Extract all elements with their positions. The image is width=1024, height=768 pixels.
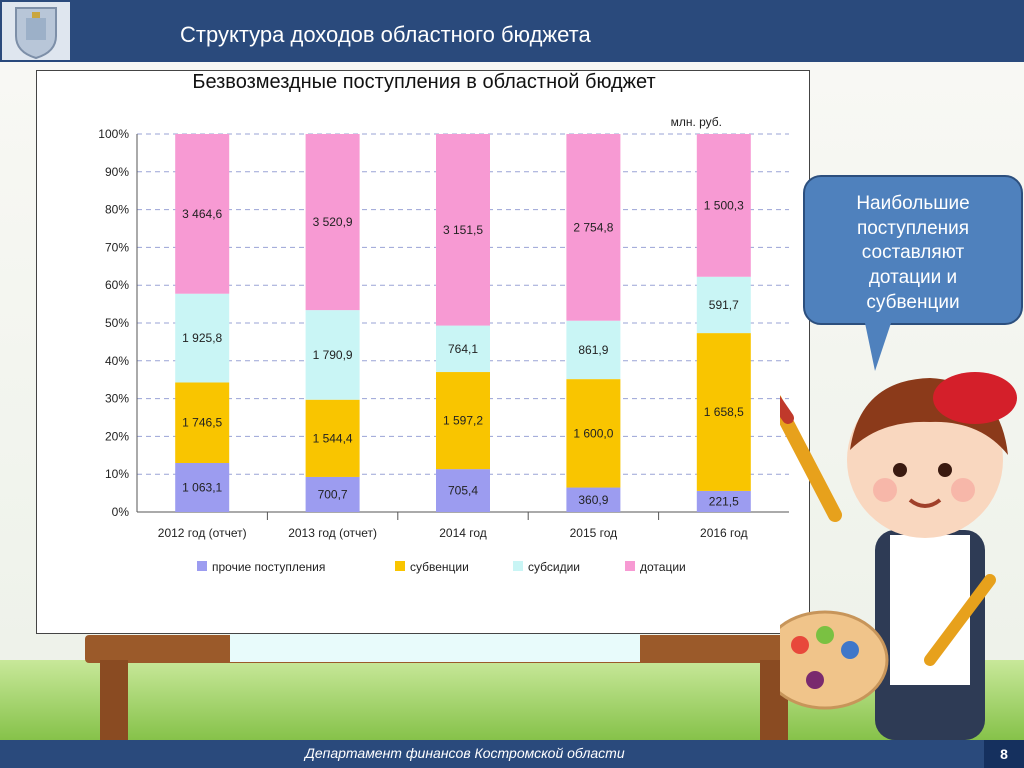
y-tick-label: 0%: [112, 505, 130, 519]
bar-segment: [566, 379, 621, 488]
callout-line: дотации и: [868, 267, 958, 289]
callout-line: субвенции: [866, 291, 960, 313]
y-tick-label: 40%: [105, 354, 129, 368]
data-label: 764,1: [448, 342, 478, 356]
bar-segment: [305, 476, 360, 512]
data-label: 3 520,9: [313, 215, 353, 229]
bar-segment: [175, 134, 230, 294]
bar-segment: [175, 462, 230, 512]
legend-swatch: [513, 561, 523, 571]
legend-label: дотации: [640, 560, 686, 574]
x-tick-label: 2014 год: [439, 526, 487, 540]
callout-line: поступления: [856, 217, 970, 239]
data-label: 360,9: [578, 493, 608, 507]
data-label: 861,9: [578, 343, 608, 357]
callout-bubble: Наибольшие поступления составляют дотаци…: [803, 175, 1023, 325]
callout-line: составляют: [861, 242, 965, 264]
bar-segment: [566, 134, 621, 321]
bar-segment: [436, 134, 490, 326]
data-label: 1 790,9: [313, 348, 353, 362]
data-label: 1 658,5: [704, 405, 744, 419]
bar-segment: [566, 320, 621, 380]
chart-panel: Безвозмездные поступления в областной бю…: [36, 70, 810, 634]
data-label: 1 600,0: [573, 426, 613, 440]
chart-base-panel: [230, 634, 640, 662]
bar-segment: [175, 382, 230, 463]
footer-bar: [0, 740, 1024, 768]
unit-label: млн. руб.: [671, 115, 722, 129]
chart-title: Безвозмездные поступления в областной бю…: [192, 71, 656, 93]
bar-segment: [175, 293, 230, 383]
data-label: 3 151,5: [443, 223, 483, 237]
data-label: 2 754,8: [573, 220, 613, 234]
legend-swatch: [395, 561, 405, 571]
data-label: 1 063,1: [182, 480, 222, 494]
y-tick-label: 20%: [105, 429, 129, 443]
stacked-bar-chart: 0% 10% 20% 30% 40% 50% 60% 70% 80% 90% 100% млн. ру…: [98, 115, 789, 574]
page-title: Структура доходов областного бюджета: [180, 22, 591, 47]
callout-tail: [865, 323, 891, 371]
data-label: 1 500,3: [704, 198, 744, 212]
table-leg: [100, 660, 128, 750]
bar-segment: [566, 487, 621, 512]
y-tick-label: 70%: [105, 240, 129, 254]
x-tick-label: 2013 год (отчет): [288, 526, 377, 540]
legend-label: субвенции: [410, 560, 469, 574]
y-tick-label: 60%: [105, 278, 129, 292]
legend-label: прочие поступления: [212, 560, 325, 574]
child-painter-illustration: [780, 372, 1017, 740]
bar-segment: [436, 325, 490, 373]
bar-segment: [305, 399, 360, 477]
data-label: 3 464,6: [182, 207, 222, 221]
y-tick-label: 50%: [105, 316, 129, 330]
y-tick-label: 10%: [105, 467, 129, 481]
bar-segment: [436, 372, 490, 470]
data-label: 1 746,5: [182, 416, 222, 430]
data-label: 705,4: [448, 484, 478, 498]
data-label: 1 925,8: [182, 331, 222, 345]
y-tick-label: 80%: [105, 203, 129, 217]
data-label: 1 597,2: [443, 414, 483, 428]
bar-segment: [696, 276, 751, 334]
data-label: 591,7: [709, 298, 739, 312]
footer-text: Департамент финансов Костромской области: [305, 745, 625, 761]
bar-segment: [305, 134, 360, 311]
legend-swatch: [625, 561, 635, 571]
bar-segment: [696, 134, 751, 277]
bar-segment: [305, 310, 360, 400]
y-tick-label: 30%: [105, 392, 129, 406]
y-tick-label: 90%: [105, 165, 129, 179]
bar-segment: [436, 469, 490, 512]
data-label: 1 544,4: [313, 431, 353, 445]
x-tick-label: 2016 год: [700, 526, 748, 540]
callout-line: Наибольшие: [856, 193, 970, 214]
x-tick-label: 2012 год (отчет): [158, 526, 247, 540]
page-number: 8: [984, 740, 1024, 768]
y-tick-label: 100%: [98, 127, 129, 141]
header-bar: Структура доходов областного бюджета: [0, 0, 1024, 62]
bar-segment: [696, 333, 751, 491]
legend-swatch: [197, 561, 207, 571]
x-tick-label: 2015 год: [570, 526, 618, 540]
coat-of-arms-icon: [2, 2, 70, 60]
legend-label: субсидии: [528, 560, 580, 574]
data-label: 700,7: [318, 487, 348, 501]
data-label: 221,5: [709, 494, 739, 508]
bar-segment: [696, 490, 751, 512]
